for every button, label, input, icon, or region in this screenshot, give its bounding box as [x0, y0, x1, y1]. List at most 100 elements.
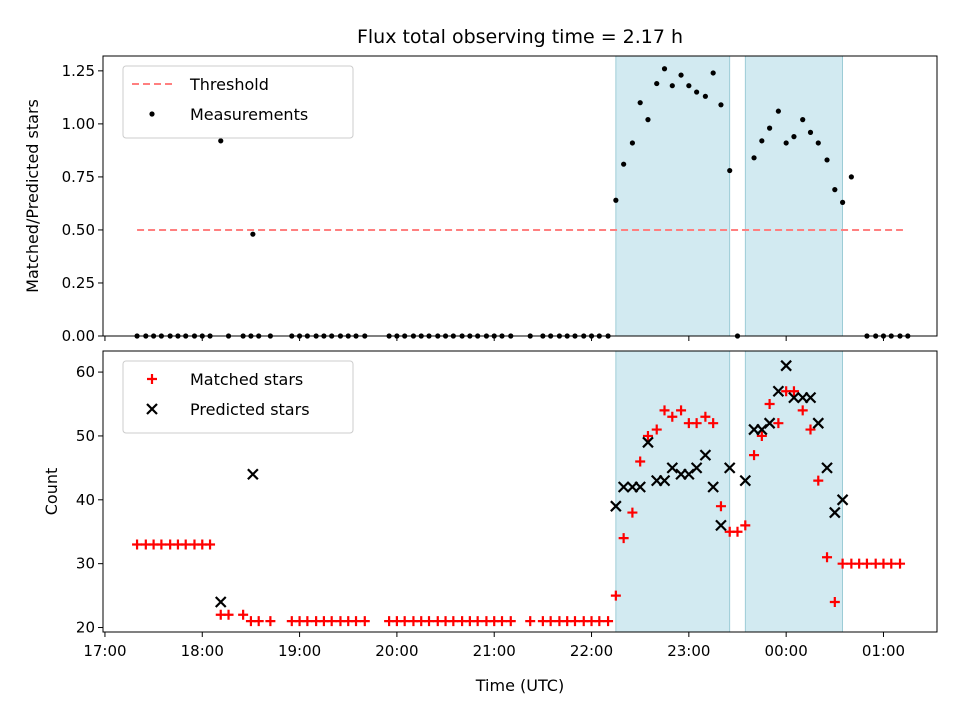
legend-label: Threshold: [189, 75, 269, 94]
x-tick-label: 23:00: [667, 642, 710, 660]
measurements-point: [791, 134, 797, 140]
matched-stars-point: [635, 456, 646, 467]
matched-stars-point: [691, 418, 702, 429]
matched-stars-point: [805, 424, 816, 435]
x-tick-label: 21:00: [473, 642, 516, 660]
observing-interval-band: [615, 350, 731, 633]
matched-stars-point: [618, 533, 629, 544]
legend: Matched stars Predicted stars: [122, 360, 354, 434]
matched-stars-point: [642, 430, 653, 441]
matched-stars-point: [610, 590, 621, 601]
measurements-point: [218, 138, 224, 144]
x-tick-label: 20:00: [375, 642, 418, 660]
predicted-stars-point: [723, 462, 736, 474]
x-tick-label: 00:00: [765, 642, 808, 660]
predicted-stars-point: [214, 596, 227, 608]
legend-swatch-matched-stars: [147, 374, 157, 384]
observing-interval-band: [744, 55, 844, 337]
matched-stars-point: [156, 539, 167, 550]
predicted-stars-point: [836, 494, 849, 506]
measurements-point: [637, 100, 643, 106]
matched-stars-point: [895, 558, 906, 569]
predicted-stars-point: [788, 391, 800, 404]
y-tick-label: 0.00: [62, 327, 95, 345]
x-tick-label: 22:00: [570, 642, 613, 660]
measurements-point: [800, 117, 806, 123]
matched-stars-point: [740, 520, 751, 531]
matched-stars-point: [764, 399, 775, 410]
predicted-stars-point: [821, 462, 833, 474]
matched-stars-point: [708, 418, 719, 429]
predicted-stars-point: [780, 359, 792, 372]
matched-stars-point: [732, 526, 743, 537]
y-tick-label: 40: [76, 491, 95, 509]
matched-stars-point: [326, 616, 337, 627]
matched-stars-point: [749, 450, 760, 461]
matched-stars-point: [651, 424, 662, 435]
observing-interval-band: [615, 55, 731, 337]
measurements-point: [654, 80, 660, 87]
matched-stars-point: [788, 386, 799, 397]
matched-stars-point: [496, 616, 507, 627]
predicted-stars-point: [699, 449, 712, 461]
matched-stars-point: [359, 616, 370, 627]
measurements-point: [629, 140, 636, 146]
y-tick-label: 50: [76, 427, 95, 445]
matched-stars-point: [253, 616, 264, 627]
measurements-point: [678, 72, 684, 78]
y-tick-label: 1.00: [62, 115, 95, 133]
matched-stars-point: [773, 418, 784, 429]
measurements-point: [645, 117, 651, 123]
y-tick-label: 20: [76, 619, 95, 637]
matched-stars-point: [700, 411, 711, 422]
y-axis-label: Matched/Predicted stars: [23, 99, 42, 293]
measurements-point: [613, 197, 619, 203]
measurements-point: [621, 161, 627, 167]
plot-frame: [102, 350, 938, 633]
matched-stars-point: [302, 616, 313, 627]
matched-stars-point: [238, 609, 249, 620]
predicted-stars-point: [763, 417, 776, 429]
matched-stars-point: [399, 616, 410, 627]
predicted-stars-point: [772, 385, 785, 398]
matched-stars-point: [223, 609, 234, 620]
matched-stars-point: [505, 616, 516, 627]
y-tick-label: 0.25: [62, 274, 95, 292]
plot-frame: [102, 55, 938, 337]
matched-stars-point: [667, 411, 678, 422]
predicted-stars-point: [634, 481, 646, 493]
matched-stars-point: [837, 558, 848, 569]
legend-label: Predicted stars: [190, 400, 310, 419]
measurements-point: [250, 231, 256, 237]
measurements-point: [727, 167, 733, 174]
y-tick-label: 30: [76, 555, 95, 573]
matched-stars-point: [829, 596, 840, 607]
predicted-stars-point: [829, 506, 841, 519]
matched-stars-point: [265, 616, 276, 627]
x-tick-label: 18:00: [181, 642, 224, 660]
legend-box: [122, 360, 354, 434]
predicted-stars-point: [642, 436, 654, 449]
matched-stars-point: [861, 558, 872, 569]
measurements-point: [710, 70, 716, 76]
legend-label: Measurements: [190, 105, 308, 124]
matched-stars-point: [797, 405, 808, 416]
measurements-point: [669, 83, 675, 89]
predicted-stars-point: [247, 468, 259, 481]
matched-stars-point: [569, 616, 580, 627]
measurements-point: [848, 174, 854, 180]
predicted-stars-point: [812, 417, 825, 429]
matched-stars-point: [756, 430, 767, 441]
predicted-stars-point: [617, 481, 630, 493]
matched-stars-point: [715, 501, 726, 512]
measurements-point: [815, 140, 821, 146]
measurements-point: [767, 125, 773, 131]
chart-title: Flux total observing time = 2.17 h: [357, 26, 683, 48]
legend: Threshold Measurements: [122, 65, 354, 139]
predicted-stars-point: [666, 462, 679, 474]
matched-stars-point: [472, 616, 483, 627]
y-tick-label: 0.50: [62, 221, 95, 239]
measurements-point: [686, 83, 692, 89]
matched-stars-point: [627, 507, 638, 518]
